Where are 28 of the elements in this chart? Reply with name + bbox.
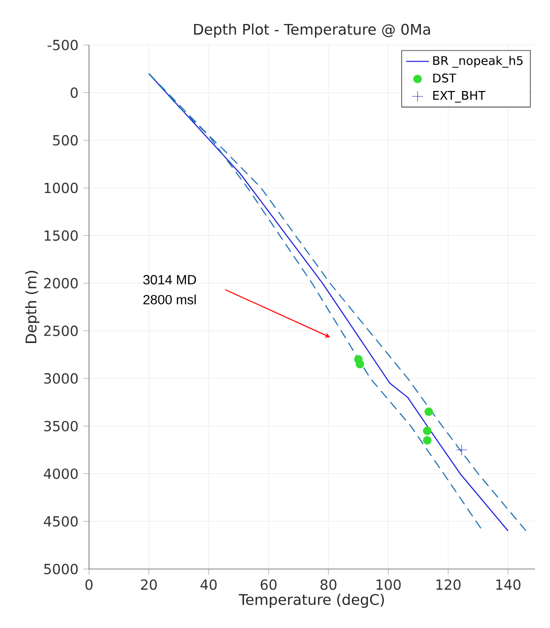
y-tick-label: 2500 bbox=[44, 326, 78, 336]
y-tick-label: 5000 bbox=[44, 564, 78, 574]
y-tick-label: 3500 bbox=[44, 420, 78, 432]
x-tick-label: 100 bbox=[376, 579, 401, 590]
y-tick-label: 3000 bbox=[44, 373, 78, 384]
legend-label: EXT_BHT bbox=[433, 91, 486, 103]
y-tick-label: 1500 bbox=[44, 230, 78, 241]
x-tick-label: 0 bbox=[85, 579, 92, 590]
y-tick-label: 4500 bbox=[44, 516, 78, 527]
x-tick-label: 60 bbox=[260, 579, 277, 590]
x-tick-label: 40 bbox=[200, 579, 217, 590]
y-tick-label: 2000 bbox=[44, 278, 78, 288]
y-axis-title: Depth (m) bbox=[25, 270, 40, 343]
x-tick-label: 80 bbox=[320, 579, 336, 590]
y-tick-label: 1000 bbox=[44, 182, 78, 194]
x-tick-label: 20 bbox=[141, 579, 157, 590]
y-tick-label: -500 bbox=[48, 40, 78, 50]
y-tick-label: 4000 bbox=[44, 468, 78, 479]
x-tick-label: 140 bbox=[496, 579, 520, 590]
annotation: 3014 MD bbox=[143, 275, 196, 284]
x-tick-label: 120 bbox=[436, 579, 461, 590]
y-tick-label: 500 bbox=[53, 134, 78, 146]
legend-label: BR _nopeak_h5 bbox=[433, 56, 523, 68]
chart-title: Depth Plot - Temperature @ 0Ma bbox=[194, 24, 430, 38]
annotation: 2800 msl bbox=[143, 294, 196, 304]
x-axis-title: Temperature (degC) bbox=[238, 594, 384, 608]
y-tick-label: 0 bbox=[70, 87, 78, 98]
legend-label: DST bbox=[433, 74, 456, 83]
